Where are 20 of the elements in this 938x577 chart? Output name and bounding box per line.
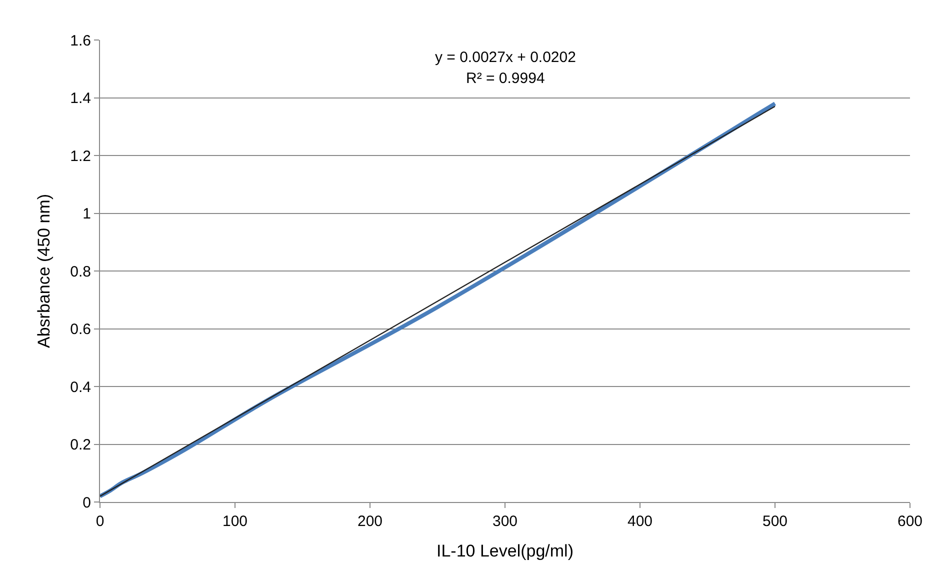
y-tick-label: 0.4: [70, 378, 91, 396]
x-tick-label: 500: [762, 513, 788, 530]
x-tick-label: 200: [357, 513, 383, 530]
x-tick-label: 0: [96, 513, 104, 530]
y-axis-title: Absrbance (450 nm): [34, 194, 54, 348]
x-tick-label: 400: [627, 513, 653, 530]
x-tick-label: 300: [492, 513, 518, 530]
annotation: y = 0.0027x + 0.0202: [435, 49, 576, 66]
y-tick-label: 1.4: [70, 90, 91, 107]
y-tick-label: 0.6: [70, 321, 91, 338]
y-tick-label: 1: [82, 206, 91, 222]
y-tick-label: 0.8: [70, 263, 91, 280]
y-tick-label: 1.2: [70, 148, 91, 165]
annotation: R² = 0.9994: [466, 70, 545, 87]
y-tick-label: 0.2: [70, 436, 91, 454]
x-axis-title: IL-10 Level(pg/ml): [436, 541, 574, 560]
y-tick-label: 0: [82, 494, 91, 512]
x-tick-label: 600: [897, 513, 923, 530]
y-tick-label: 1.6: [70, 32, 91, 50]
x-tick-label: 100: [222, 513, 248, 530]
